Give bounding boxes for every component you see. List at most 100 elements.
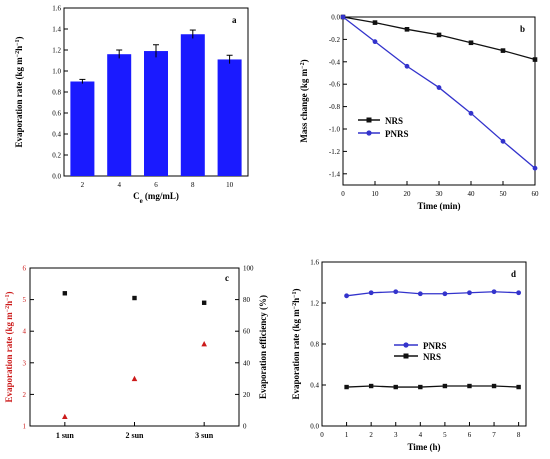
data-point-nrs	[393, 384, 398, 390]
y-tick-label: 1.2	[310, 300, 319, 308]
y-tick-label: 1.4	[52, 26, 61, 34]
x-tick-label: 6	[154, 181, 158, 189]
y-tick-label: 6	[23, 265, 27, 273]
y-tick-label: 0.0	[331, 14, 340, 22]
panel-d-legend: PNRS NRS	[394, 341, 447, 362]
data-point-rate	[131, 375, 138, 382]
x-tick-label: 2	[81, 181, 85, 189]
panel-b: b 0.0 -0.2 -0.4 -0.6 -0.8 -1.0 -1.2 -1.4 0 10 20 3…	[299, 14, 539, 212]
x-tick-label: 10	[372, 190, 380, 198]
y2-tick-label: 40	[243, 359, 251, 367]
data-point-nrs	[500, 48, 506, 53]
data-point-pnrs	[404, 63, 410, 69]
data-point-nrs	[516, 384, 521, 390]
y-tick-label: 0.8	[52, 89, 61, 97]
y-tick-label: 5	[23, 296, 27, 304]
y-tick-label: -1.4	[329, 170, 341, 178]
y-tick-label: 1.6	[52, 5, 61, 13]
y-tick-label: -1.0	[329, 126, 341, 134]
panel-c-ylabel: Evaporation rate (kg m−2h−1)	[4, 291, 14, 402]
panel-d-ylabel: Evaporation rate (kg m−2h−1)	[291, 288, 301, 399]
data-point-pnrs	[516, 290, 522, 296]
y-tick-label: -0.4	[329, 58, 341, 66]
panel-d-xlabel: Time (h)	[407, 442, 440, 452]
legend-marker-nrs-d	[403, 353, 409, 359]
data-point-pnrs	[468, 110, 474, 116]
legend-label-pnrs: PNRS	[385, 129, 409, 139]
data-point-pnrs	[500, 138, 506, 144]
data-point-nrs	[468, 40, 474, 46]
panel-c-y2label: Evaporation efficiency (%)	[258, 295, 268, 399]
y-tick-label: 3	[23, 359, 27, 367]
x-tick-label: 60	[532, 190, 540, 198]
data-point-pnrs	[436, 85, 442, 90]
data-point-pnrs	[393, 289, 399, 295]
x-tick-label: 0	[320, 431, 324, 439]
data-point-pnrs	[467, 290, 472, 296]
legend-marker-pnrs	[366, 130, 372, 136]
x-tick-label: 6	[468, 431, 472, 439]
bar	[70, 81, 95, 176]
panel-a-xlabel: Ce (mg/mL)	[133, 191, 179, 205]
series-line-pnrs	[342, 16, 536, 169]
x-tick-label: 3 sun	[195, 431, 214, 440]
x-tick-label: 2 sun	[125, 431, 144, 440]
y-tick-label: 0.2	[52, 152, 61, 160]
legend-label-pnrs-d: PNRS	[423, 341, 447, 351]
data-point-nrs	[372, 20, 378, 25]
data-point-pnrs	[491, 289, 497, 295]
data-point-pnrs	[340, 14, 346, 20]
panel-c-frame	[29, 267, 240, 427]
y-tick-label: 0.4	[310, 382, 319, 390]
data-point-pnrs	[532, 165, 538, 171]
data-point-nrs	[436, 32, 442, 38]
y-tick-label: 0.0	[310, 423, 319, 431]
y-tick-label: 0.4	[52, 131, 61, 139]
series-line-pnrs	[346, 291, 519, 297]
y2-tick-label: 20	[243, 391, 251, 399]
data-point-nrs	[418, 384, 423, 390]
x-tick-label: 10	[226, 181, 234, 189]
data-point-rate	[62, 413, 68, 420]
x-tick-label: 2	[369, 431, 373, 439]
data-point-efficiency	[201, 300, 207, 305]
bar	[217, 59, 242, 177]
y-tick-label: 1.6	[310, 259, 319, 267]
y-tick-label: -0.8	[329, 103, 341, 111]
legend-label-nrs: NRS	[385, 116, 403, 126]
data-point-pnrs	[344, 293, 349, 299]
data-point-efficiency	[62, 291, 68, 296]
data-point-nrs	[491, 383, 497, 389]
bar	[180, 34, 205, 176]
y-tick-label: -1.2	[329, 148, 341, 156]
x-tick-label: 8	[517, 431, 521, 439]
y-tick-label: 2	[23, 391, 27, 399]
data-point-nrs	[467, 383, 472, 389]
data-point-pnrs	[442, 291, 448, 297]
x-tick-label: 4	[419, 431, 423, 439]
legend-marker-nrs	[366, 117, 372, 123]
data-point-rate	[201, 341, 207, 347]
y-tick-label: 0.0	[52, 173, 61, 181]
y2-tick-label: 100	[243, 265, 254, 273]
series-line-nrs	[342, 16, 536, 61]
y-tick-label: 1.2	[52, 47, 61, 55]
panel-c: c 1 2 3 4 5 6 0 20 40 60 80 100 1 sun 2 sun 3 sun Ev…	[4, 265, 268, 441]
data-point-nrs	[368, 383, 374, 389]
x-tick-label: 50	[500, 190, 508, 198]
x-tick-label: 8	[191, 181, 195, 189]
panel-b-xlabel: Time (min)	[417, 201, 460, 211]
panel-a-ylabel: Evaporation rate (kg m−2h−1)	[14, 36, 24, 147]
y2-tick-label: 60	[243, 328, 251, 336]
series-line-nrs	[346, 385, 519, 388]
panel-b-legend: NRS PNRS	[358, 116, 409, 139]
data-point-nrs	[442, 383, 448, 389]
data-point-pnrs	[372, 39, 378, 45]
x-tick-label: 3	[394, 431, 398, 439]
panel-a: a 0.0 0.2 0.4 0.6 0.8 1.0 1.2 1.4 1.6 2 4 6 8 10 Ce …	[14, 5, 249, 205]
data-point-nrs	[404, 27, 410, 32]
panel-d: d 0.0 0.4 0.8 1.2 1.6 0 1 2 3 4 5 6 7 8 PNRS NRS Tim…	[291, 259, 527, 452]
panel-b-letter: b	[520, 24, 525, 34]
data-point-pnrs	[368, 290, 374, 296]
